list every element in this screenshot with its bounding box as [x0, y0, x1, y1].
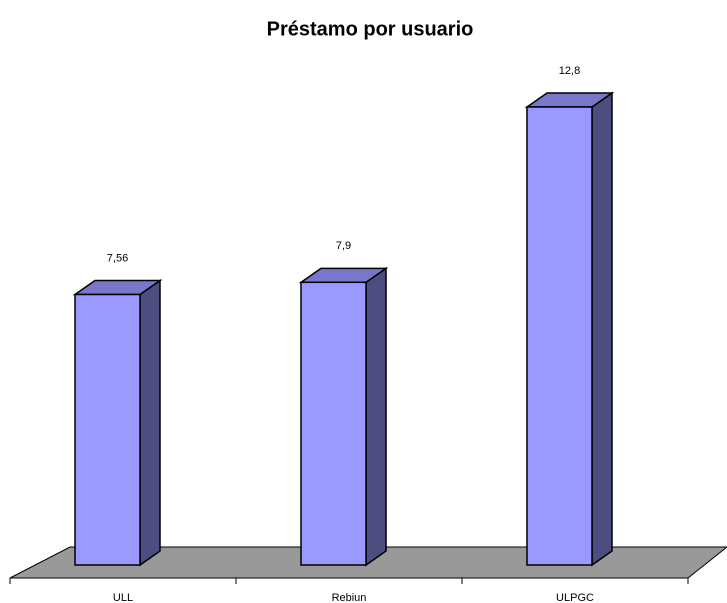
bar-side [365, 266, 387, 567]
bar-side [139, 279, 161, 567]
value-label: 12,8 [559, 65, 580, 77]
chart-title: Préstamo por usuario [267, 18, 474, 40]
x-tick-label: ULL [113, 592, 133, 603]
value-label: 7,9 [336, 240, 351, 252]
x-tick-label: ULPGC [556, 592, 594, 603]
value-label: 7,56 [107, 252, 128, 264]
bar [300, 281, 367, 566]
x-tick-label: Rebiun [332, 592, 367, 603]
bar [74, 293, 141, 566]
bar [526, 106, 593, 566]
bar-side [591, 91, 613, 567]
